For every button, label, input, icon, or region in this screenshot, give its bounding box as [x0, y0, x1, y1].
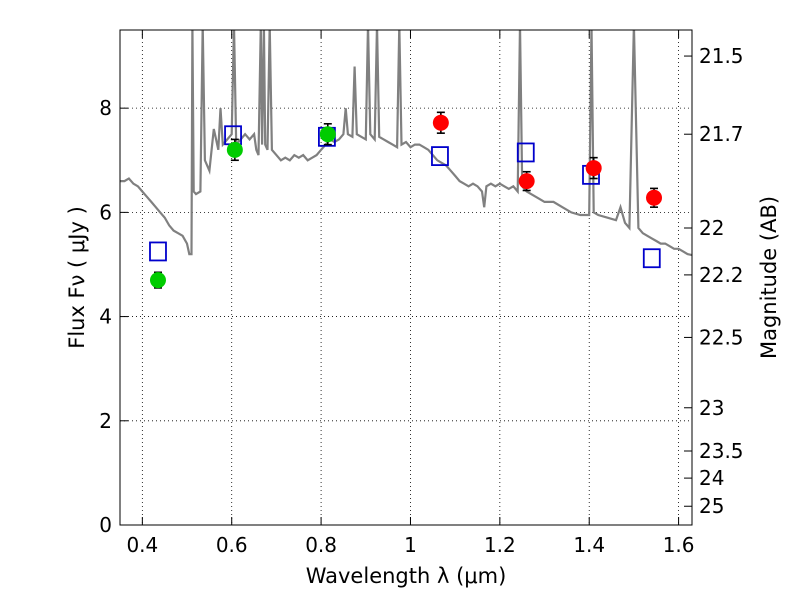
x-tick-label: 1.4 [573, 533, 605, 557]
infrared-photometry-point [432, 114, 449, 131]
infrared-photometry-point [585, 160, 602, 177]
data-points-layer [149, 111, 663, 289]
x-tick-label: 0.4 [126, 533, 158, 557]
y2-tick-label: 25 [699, 494, 724, 518]
y2-tick-label: 23 [699, 396, 724, 420]
synthetic-photometry-square [642, 248, 661, 269]
y-tick-label: 2 [99, 409, 112, 433]
model-spectrum-layer [120, 30, 692, 257]
x-tick-label: 1 [404, 533, 417, 557]
axis-ticks: 0.4 0.6 0.8 1 1.2 1.4 1.60246821.521.72222.222… [99, 30, 744, 557]
y-axis-label: Flux Fν ( μJy ) [65, 206, 89, 349]
plot-frame [119, 29, 693, 526]
optical-photometry-point [149, 272, 166, 289]
synthetic-photometry-square [431, 146, 449, 166]
y-tick-label: 6 [99, 200, 112, 224]
model-spectrum-line [120, 30, 692, 257]
y2-axis-label: Magnitude (AB) [757, 196, 781, 359]
y2-tick-label: 22.2 [699, 263, 744, 287]
x-tick-label: 1.2 [484, 533, 516, 557]
x-axis-label: Wavelength λ (μm) [306, 564, 507, 588]
infrared-photometry-point [518, 173, 535, 190]
y2-tick-label: 22 [699, 216, 724, 240]
y2-tick-label: 23.5 [699, 439, 744, 463]
optical-photometry-point [319, 126, 336, 143]
y2-tick-label: 22.5 [699, 325, 744, 349]
y2-tick-label: 24 [699, 466, 724, 490]
x-tick-label: 1.6 [663, 533, 695, 557]
synthetic-photometry-square [516, 142, 535, 163]
y2-tick-label: 21.5 [699, 44, 744, 68]
y-tick-label: 0 [99, 513, 112, 537]
y2-tick-label: 21.7 [699, 122, 744, 146]
y-tick-label: 4 [99, 305, 112, 329]
infrared-photometry-point [646, 189, 663, 206]
synthetic-photometry-square [149, 241, 167, 262]
y-tick-label: 8 [99, 96, 112, 120]
x-tick-label: 0.6 [216, 533, 248, 557]
optical-photometry-point [226, 141, 243, 158]
x-tick-label: 0.8 [305, 533, 337, 557]
grid-lines [120, 30, 692, 525]
